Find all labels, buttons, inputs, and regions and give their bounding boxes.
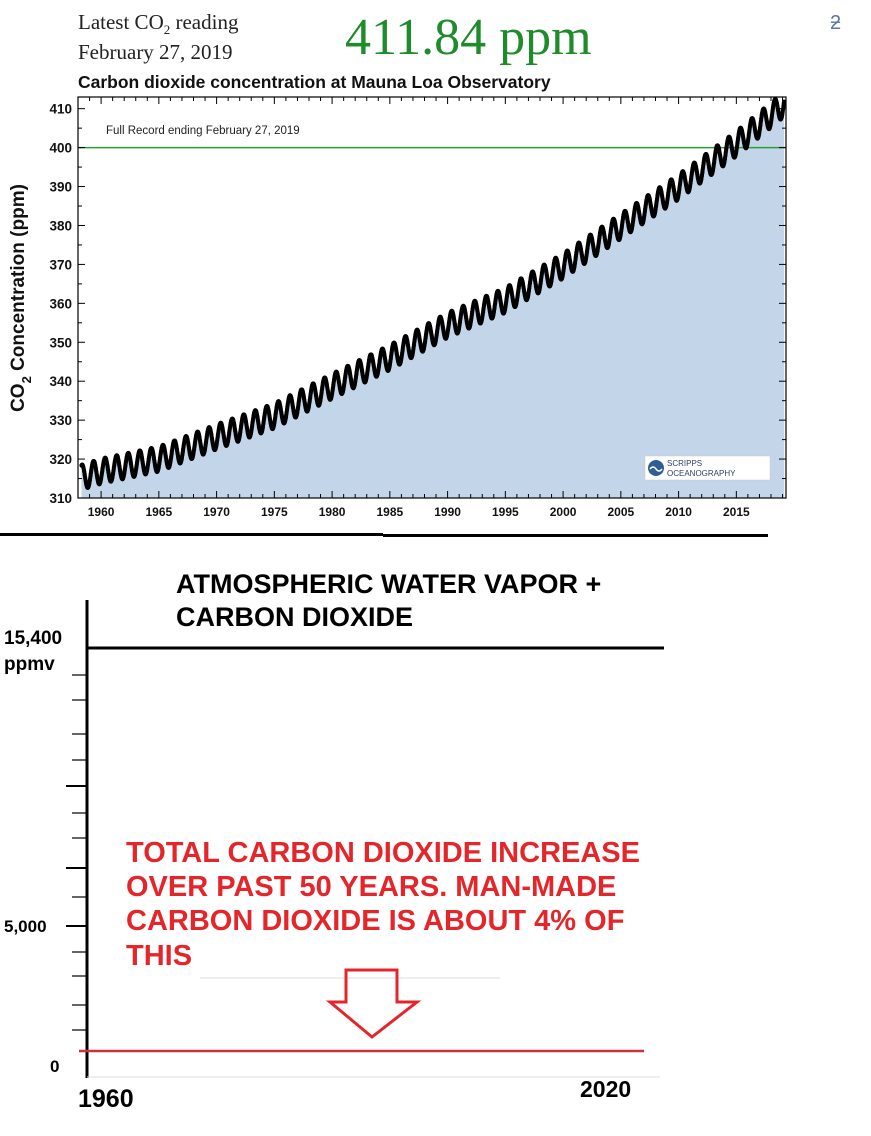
chart-subtitle: Carbon dioxide concentration at Mauna Lo… (78, 72, 551, 92)
svg-text:OCEANOGRAPHY: OCEANOGRAPHY (667, 469, 736, 478)
data-point (782, 99, 787, 104)
latest-reading-date: February 27, 2019 (78, 40, 233, 64)
xtick-label: 2020 (580, 1076, 631, 1102)
xtick-label: 1960 (78, 1085, 134, 1113)
ytick-label: 5,000 (4, 917, 47, 936)
separator-line (383, 534, 768, 537)
ytick-label: 320 (49, 452, 72, 467)
latest-reading-value: 411.84 ppm (345, 9, 592, 66)
svg-text:SCRIPPS: SCRIPPS (667, 459, 702, 468)
xtick-label: 2000 (550, 505, 577, 519)
ytick-label: 380 (49, 218, 72, 233)
xtick-label: 1990 (434, 505, 461, 519)
chart2-title: ATMOSPHERIC WATER VAPOR + CARBON DIOXIDE (176, 569, 602, 632)
co2-chart: 310 320 330 340 350 360 370 380 390 400 410 1960 196… (8, 96, 787, 519)
xtick-label: 1985 (376, 505, 403, 519)
partial-icon: ƻ (830, 12, 842, 34)
ytick-label: 390 (49, 180, 72, 195)
water-vapor-chart: 15,400 ppmv 5,000 0 1960 2020 (4, 600, 664, 1113)
ytick-label: 0 (50, 1057, 59, 1076)
ytick-label: 410 (49, 102, 72, 117)
ytick-label: 340 (49, 374, 72, 389)
xtick-label: 1970 (203, 505, 230, 519)
chart-annotation: Full Record ending February 27, 2019 (106, 125, 300, 137)
ytick-label: 400 (49, 141, 72, 156)
xtick-label: 1965 (145, 505, 172, 519)
ytick-label: 360 (49, 296, 72, 311)
latest-reading-label: Latest CO2 reading (78, 10, 239, 38)
xtick-label: 1995 (492, 505, 519, 519)
svg-text:CO2 Concentration (ppm): CO2 Concentration (ppm) (8, 184, 34, 412)
ytick-label: ppmv (4, 654, 55, 675)
down-arrow-icon (325, 968, 422, 1039)
ylabel: CO2 Concentration (ppm) (8, 184, 34, 412)
xtick-label: 2015 (723, 505, 750, 519)
ytick-label: 330 (49, 413, 72, 428)
ytick-label: 15,400 (4, 628, 62, 649)
plot-frame (77, 96, 787, 499)
xtick-label: 2010 (665, 505, 692, 519)
ytick-label: 370 (49, 257, 72, 272)
xtick-label: 1980 (319, 505, 346, 519)
scripps-logo: SCRIPPS OCEANOGRAPHY (644, 455, 771, 481)
xtick-label: 1975 (261, 505, 288, 519)
separator-line (0, 533, 383, 536)
area-fill (81, 102, 785, 498)
ytick-label: 350 (49, 335, 72, 350)
xtick-label: 1960 (88, 505, 115, 519)
xtick-label: 2005 (607, 505, 634, 519)
co2-increase-note: TOTAL CARBON DIOXIDE INCREASE OVER PAST … (126, 837, 640, 972)
ytick-label: 310 (49, 491, 72, 506)
